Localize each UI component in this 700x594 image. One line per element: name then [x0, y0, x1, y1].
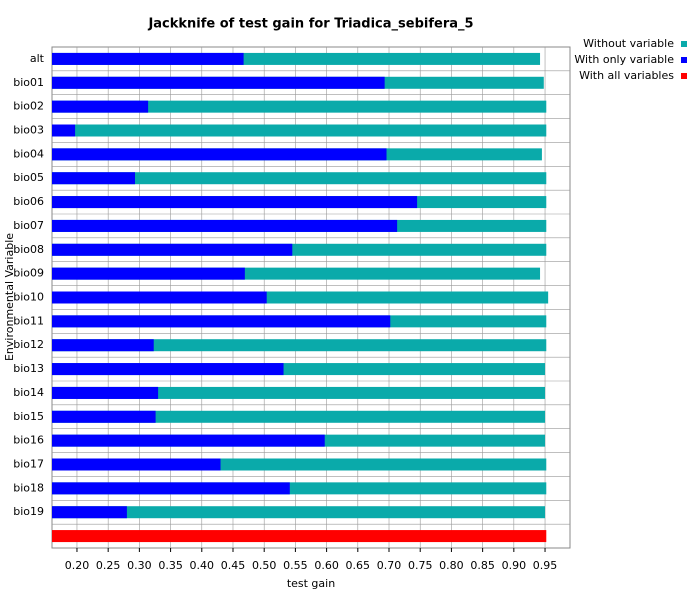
bar — [52, 315, 391, 328]
x-tick-label: 0.60 — [314, 559, 339, 572]
y-tick-label: bio19 — [13, 505, 44, 518]
legend-swatch — [681, 73, 687, 79]
y-tick-label: bio05 — [13, 171, 44, 184]
bar — [52, 410, 156, 423]
bar — [52, 267, 245, 280]
y-tick-label: bio11 — [13, 314, 44, 327]
x-tick-label: 0.30 — [127, 559, 152, 572]
y-tick-label: bio10 — [13, 291, 44, 304]
bar — [52, 172, 547, 185]
y-tick-label: bio06 — [13, 195, 44, 208]
x-tick-label: 0.75 — [408, 559, 433, 572]
y-axis-label: Environmental Variable — [3, 233, 16, 361]
bar — [52, 219, 398, 232]
y-tick-label: alt — [30, 52, 45, 65]
x-tick-label: 0.25 — [96, 559, 121, 572]
legend-swatch — [681, 41, 687, 47]
bar — [52, 148, 387, 161]
x-axis-label: test gain — [287, 577, 335, 590]
bar — [52, 482, 290, 495]
y-tick-label: bio15 — [13, 410, 44, 423]
bar — [52, 434, 325, 447]
legend-label: Without variable — [583, 37, 674, 50]
bar — [52, 506, 546, 519]
bar — [52, 100, 149, 113]
x-tick-label: 0.50 — [252, 559, 277, 572]
y-tick-label: bio13 — [13, 362, 44, 375]
chart-title: Jackknife of test gain for Triadica_sebi… — [147, 17, 473, 32]
bar — [52, 386, 546, 399]
y-tick-label: bio04 — [13, 147, 44, 160]
y-tick-label: bio08 — [13, 243, 44, 256]
bar — [52, 506, 127, 519]
y-tick-label: bio03 — [13, 124, 44, 137]
x-tick-label: 0.95 — [533, 559, 558, 572]
bar — [52, 196, 418, 209]
y-tick-label: bio12 — [13, 338, 44, 351]
bar — [52, 386, 159, 399]
bar — [52, 530, 547, 543]
legend-label: With all variables — [579, 69, 674, 82]
x-tick-label: 0.80 — [439, 559, 464, 572]
y-tick-label: bio16 — [13, 434, 44, 447]
x-tick-label: 0.70 — [377, 559, 402, 572]
bar — [52, 339, 547, 352]
x-tick-label: 0.55 — [283, 559, 308, 572]
bar — [52, 124, 547, 137]
x-tick-label: 0.90 — [502, 559, 527, 572]
bar — [52, 172, 136, 185]
legend-label: With only variable — [574, 53, 674, 66]
bar — [52, 52, 244, 65]
y-tick-label: bio17 — [13, 458, 44, 471]
x-tick-label: 0.45 — [221, 559, 246, 572]
x-tick-label: 0.85 — [470, 559, 495, 572]
bar — [52, 100, 547, 113]
bar — [52, 243, 293, 256]
bar — [52, 363, 284, 376]
y-tick-label: bio02 — [13, 100, 44, 113]
y-tick-label: bio18 — [13, 481, 44, 494]
y-tick-label: bio01 — [13, 76, 44, 89]
legend-swatch — [681, 57, 687, 63]
y-tick-label: bio09 — [13, 267, 44, 280]
bar — [52, 458, 221, 471]
bar — [52, 291, 267, 304]
x-tick-label: 0.65 — [346, 559, 371, 572]
bar — [52, 339, 154, 352]
bar — [52, 410, 546, 423]
x-tick-label: 0.35 — [158, 559, 183, 572]
y-tick-label: bio14 — [13, 386, 44, 399]
bar — [52, 76, 385, 89]
x-tick-label: 0.40 — [190, 559, 215, 572]
y-tick-label: bio07 — [13, 219, 44, 232]
x-tick-label: 0.20 — [65, 559, 90, 572]
bar — [52, 124, 76, 137]
